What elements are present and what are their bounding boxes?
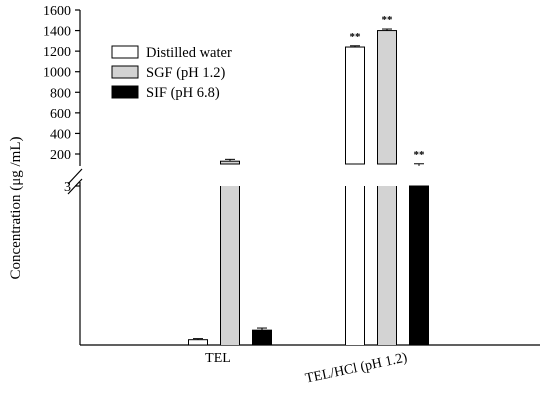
y-tick-label: 1400	[43, 25, 71, 40]
bar	[377, 186, 397, 345]
y-tick-label: 600	[50, 107, 71, 122]
legend-label: Distilled water	[146, 45, 232, 61]
bar	[252, 329, 272, 346]
legend-label: SIF (pH 6.8)	[146, 85, 220, 101]
y-tick-label: 1000	[43, 66, 71, 81]
legend-swatch	[111, 45, 139, 59]
y-tick-label: 200	[50, 148, 71, 163]
y-tick-label: 800	[50, 86, 71, 101]
bar	[345, 46, 365, 165]
y-tick-label: 3	[64, 180, 71, 195]
x-tick-label: TEL	[205, 351, 231, 366]
legend-swatch	[111, 65, 139, 79]
x-tick-label: TEL/HCl (pH 1.2)	[304, 350, 409, 386]
y-axis-label: Concentration (μg /mL)	[8, 136, 24, 279]
bar	[345, 186, 365, 345]
significance-label: **	[414, 149, 426, 161]
significance-label: **	[350, 31, 362, 43]
bar	[220, 186, 240, 345]
axis-break-mark	[67, 168, 83, 185]
bar	[220, 160, 240, 165]
bar	[188, 339, 208, 346]
bar	[377, 30, 397, 165]
bar	[409, 185, 429, 346]
legend-swatch	[111, 85, 139, 99]
legend-label: SGF (pH 1.2)	[146, 65, 226, 81]
y-tick-label: 400	[50, 127, 71, 142]
significance-label: **	[382, 14, 394, 26]
y-tick-label: 1600	[43, 4, 71, 19]
y-tick-label: 1200	[43, 45, 71, 60]
plot-area: 200 400 600 800 1000 1200 1400 1600 3 ** ** ** TEL TE…	[43, 4, 540, 387]
